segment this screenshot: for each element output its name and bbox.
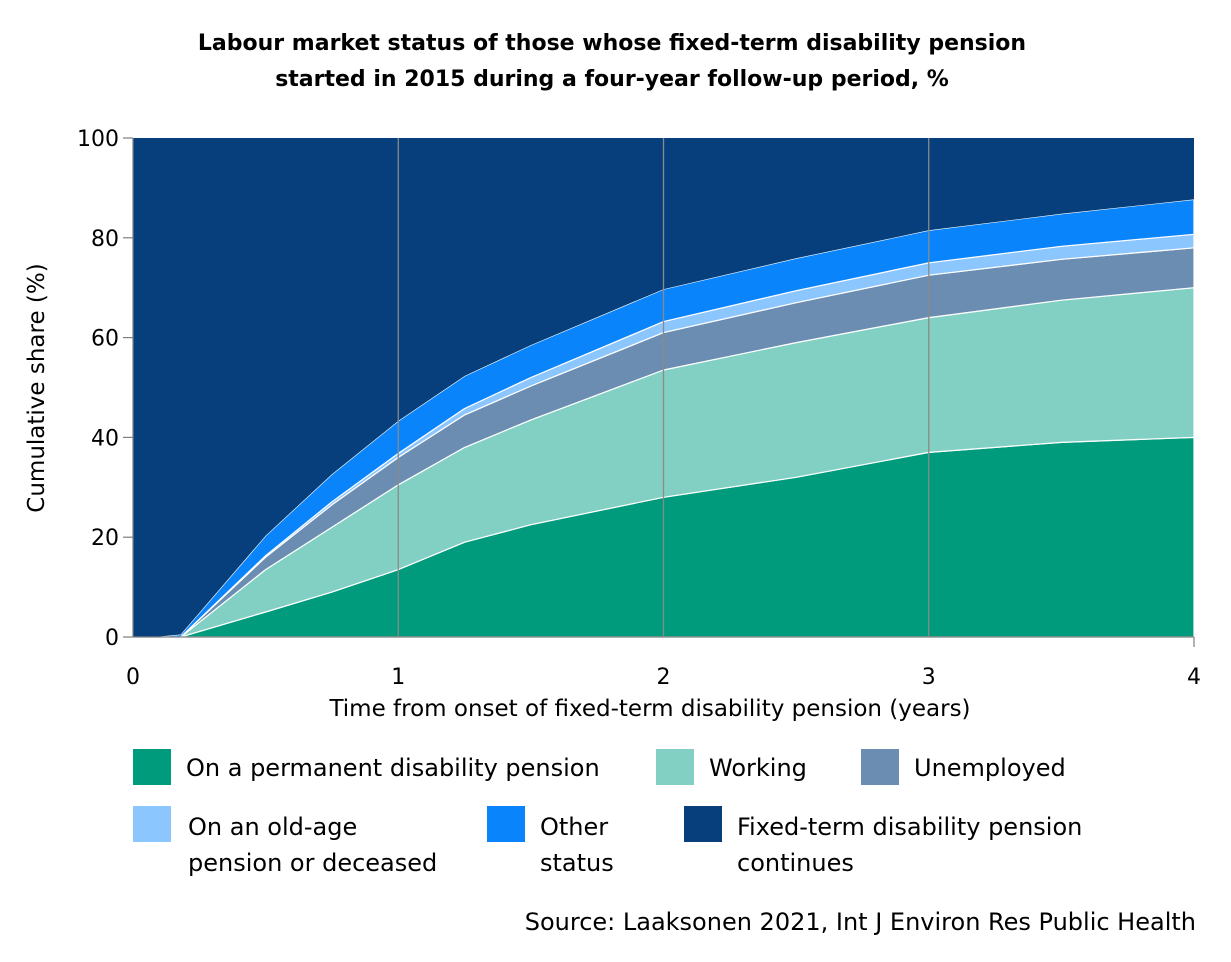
area-other-status (132, 198, 1195, 638)
axes (123, 137, 1195, 647)
y-tick-label-40: 40 (91, 426, 119, 451)
y-tick-label-0: 0 (105, 626, 119, 651)
y-axis-label: Cumulative share (%) (24, 263, 50, 512)
legend-label-other-status-line-2: status (540, 849, 614, 877)
legend-label-other-status-line-1: Other (540, 813, 608, 841)
y-tick-label-20: 20 (91, 526, 119, 551)
x-tick-label-1: 1 (391, 665, 405, 690)
legend-label-on-a-permanent-disability-pension-line-1: On a permanent disability pension (186, 754, 600, 782)
legend-label-on-an-old-age-pension-or-deceased-line-2: pension or deceased (188, 849, 437, 877)
x-axis-label: Time from onset of fixed-term disability… (328, 696, 970, 722)
vertical-gridlines (397, 138, 930, 637)
legend-swatch-on-an-old-age-pension-or-deceased (133, 806, 171, 842)
legend-swatch-other-status (487, 806, 525, 842)
legend-label-fixed-term-disability-pension-continues-line-1: Fixed-term disability pension (737, 813, 1082, 841)
x-tick-label-2: 2 (657, 665, 671, 690)
legend-swatch-on-a-permanent-disability-pension (133, 749, 171, 785)
x-tick-label-4: 4 (1187, 665, 1201, 690)
legend-label-unemployed-line-1: Unemployed (914, 754, 1066, 782)
legend-label-working-line-1: Working (709, 754, 807, 782)
legend-label-on-an-old-age-pension-or-deceased-line-1: On an old-age (188, 813, 357, 841)
legend-swatch-working (656, 749, 694, 785)
x-tick-label-3: 3 (922, 665, 936, 690)
legend-swatch-unemployed (861, 749, 899, 785)
tick-labels: 0 20 40 60 80 100 0 1 2 3 4 (77, 127, 1201, 690)
chart-title-line-2: started in 2015 during a four-year follo… (275, 67, 949, 92)
x-tick-label-0: 0 (126, 665, 140, 690)
legend-label-fixed-term-disability-pension-continues-line-2: continues (737, 849, 854, 877)
y-tick-label-80: 80 (91, 227, 119, 252)
legend-swatch-fixed-term-disability-pension-continues (684, 806, 722, 842)
source-note: Source: Laaksonen 2021, Int J Environ Re… (525, 908, 1196, 936)
y-tick-label-60: 60 (91, 327, 119, 352)
chart-title-line-1: Labour market status of those whose fixe… (198, 31, 1026, 56)
legend: On a permanent disability pension Working… (133, 749, 1082, 877)
y-tick-label-100: 100 (77, 127, 119, 152)
